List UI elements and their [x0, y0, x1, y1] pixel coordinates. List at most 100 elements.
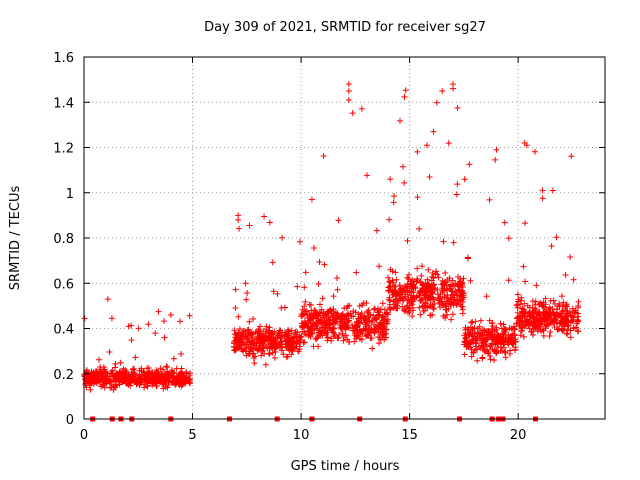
data-point	[405, 275, 412, 282]
data-point	[315, 331, 322, 338]
x-axis: 0 5 10 15 20	[80, 57, 526, 443]
data-point	[491, 331, 498, 338]
data-point	[359, 302, 366, 309]
data-point	[424, 304, 431, 311]
data-point	[371, 305, 378, 312]
data-point	[285, 342, 292, 349]
data-point	[238, 342, 245, 349]
data-point	[312, 310, 319, 317]
data-point	[127, 375, 134, 382]
data-point	[158, 376, 165, 383]
data-point	[157, 373, 164, 380]
data-point	[508, 337, 515, 344]
data-point	[520, 333, 527, 340]
data-point	[396, 290, 403, 297]
data-point	[294, 283, 301, 290]
data-point	[135, 325, 142, 332]
data-point	[385, 274, 392, 281]
y-tick-label: 1.4	[53, 96, 74, 111]
data-point	[364, 172, 371, 179]
data-point	[533, 311, 540, 318]
data-point	[523, 319, 530, 326]
data-point	[365, 331, 372, 338]
data-point	[442, 315, 449, 322]
data-point	[477, 329, 484, 336]
data-point	[341, 316, 348, 323]
data-point	[455, 281, 462, 288]
data-point	[346, 338, 353, 345]
data-point	[488, 340, 495, 347]
data-point	[300, 339, 307, 346]
data-point	[448, 288, 455, 295]
data-point	[326, 307, 333, 314]
data-point	[464, 254, 471, 261]
data-point	[249, 350, 256, 357]
data-point	[342, 332, 349, 339]
data-point	[553, 306, 560, 313]
data-point	[159, 381, 166, 388]
data-point	[170, 355, 177, 362]
data-point	[335, 217, 342, 224]
data-point	[286, 346, 293, 353]
data-point	[435, 294, 442, 301]
data-point	[486, 353, 493, 360]
data-point	[166, 372, 173, 379]
data-point	[562, 315, 569, 322]
data-point	[301, 303, 308, 310]
data-point	[344, 303, 351, 310]
data-point	[439, 277, 446, 284]
x-tick-label: 10	[293, 428, 310, 443]
data-point	[255, 335, 262, 342]
data-point	[333, 275, 340, 282]
data-point	[376, 312, 383, 319]
data-point	[386, 296, 393, 303]
data-point	[250, 315, 257, 322]
data-point	[358, 105, 365, 112]
data-point	[487, 343, 494, 350]
data-point	[564, 322, 571, 329]
data-point	[371, 306, 378, 313]
data-point	[529, 304, 536, 311]
data-point	[93, 374, 100, 381]
data-point	[565, 319, 572, 326]
data-point	[548, 243, 555, 250]
data-point	[521, 300, 528, 307]
data-point	[394, 299, 401, 306]
data-point	[87, 378, 94, 385]
data-point	[416, 225, 423, 232]
data-point	[323, 329, 330, 336]
data-point	[307, 315, 314, 322]
data-point	[316, 301, 323, 308]
data-point	[376, 340, 383, 347]
data-point	[107, 384, 114, 391]
data-point	[145, 321, 152, 328]
data-point	[266, 350, 273, 357]
data-point	[568, 153, 575, 160]
data-point	[302, 269, 309, 276]
data-point	[425, 266, 432, 273]
data-point	[345, 81, 352, 88]
data-point	[391, 283, 398, 290]
data-point	[484, 347, 491, 354]
data-point	[235, 313, 242, 320]
data-point	[570, 276, 577, 283]
data-point	[574, 310, 581, 317]
data-point	[547, 297, 554, 304]
data-point	[439, 289, 446, 296]
data-point	[348, 313, 355, 320]
data-point	[160, 385, 167, 392]
data-point	[493, 324, 500, 331]
data-point	[406, 302, 413, 309]
data-point	[520, 320, 527, 327]
data-point	[134, 377, 141, 384]
data-point	[510, 326, 517, 333]
data-point	[330, 310, 337, 317]
data-point	[561, 323, 568, 330]
data-point	[266, 219, 273, 226]
data-point	[252, 344, 259, 351]
data-point	[308, 301, 315, 308]
data-point	[401, 179, 408, 186]
data-point	[104, 296, 111, 303]
data-point	[172, 375, 179, 382]
data-point	[155, 308, 162, 315]
